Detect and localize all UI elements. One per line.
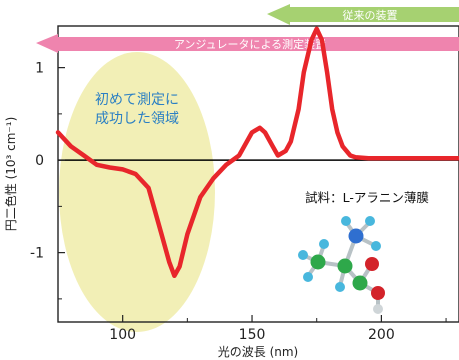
region-label-line2: 成功した領域 <box>95 110 179 127</box>
conventional-arrow: 従来の装置 <box>267 4 459 25</box>
y-tick-label: -1 <box>30 246 44 262</box>
plot-frame <box>57 25 459 323</box>
hydrogen-atom <box>319 239 329 249</box>
x-axis-title: 光の波長 (nm) <box>218 345 298 359</box>
hydrogen-atom <box>341 216 351 226</box>
y-tick-label: 1 <box>35 61 44 77</box>
sample-label: 試料：L-アラニン薄膜 <box>305 190 429 205</box>
undulator-arrow-shape <box>36 34 459 53</box>
x-tick-label: 200 <box>368 327 395 343</box>
y-tick-label: 0 <box>35 153 44 169</box>
series-group <box>55 26 459 279</box>
nitrogen-atom <box>348 228 364 244</box>
undulator-arrow-label: アンジュレータによる測定装置 <box>174 37 326 51</box>
hydrogen-atom <box>335 282 345 292</box>
x-axis: 100 150 200 <box>57 315 447 343</box>
region-label-line1: 初めて測定に <box>95 91 179 108</box>
carbon-atom <box>310 254 326 270</box>
undulator-arrow: アンジュレータによる測定装置 <box>36 34 459 53</box>
carbon-atom <box>337 258 353 274</box>
conventional-arrow-label: 従来の装置 <box>343 9 398 22</box>
hydrogen-atom <box>373 304 383 314</box>
x-tick-label: 150 <box>239 327 266 343</box>
hydrogen-atom <box>298 250 308 260</box>
oxygen-atom <box>365 257 379 271</box>
x-tick-label: 100 <box>109 327 136 343</box>
hydrogen-atom <box>365 216 375 226</box>
carbon-atom <box>352 275 368 291</box>
hydrogen-atom <box>303 272 313 282</box>
alanine-molecule-illustration <box>298 216 385 314</box>
y-axis-title: 円二色性 (10³ cm⁻¹) <box>4 117 18 232</box>
cd-spectrum-line <box>55 26 459 279</box>
oxygen-atom <box>371 286 385 300</box>
y-axis: -1 0 1 <box>30 61 65 300</box>
hydrogen-atom <box>371 241 381 251</box>
conventional-arrow-shape <box>267 4 459 25</box>
new-region-highlight <box>59 52 215 332</box>
